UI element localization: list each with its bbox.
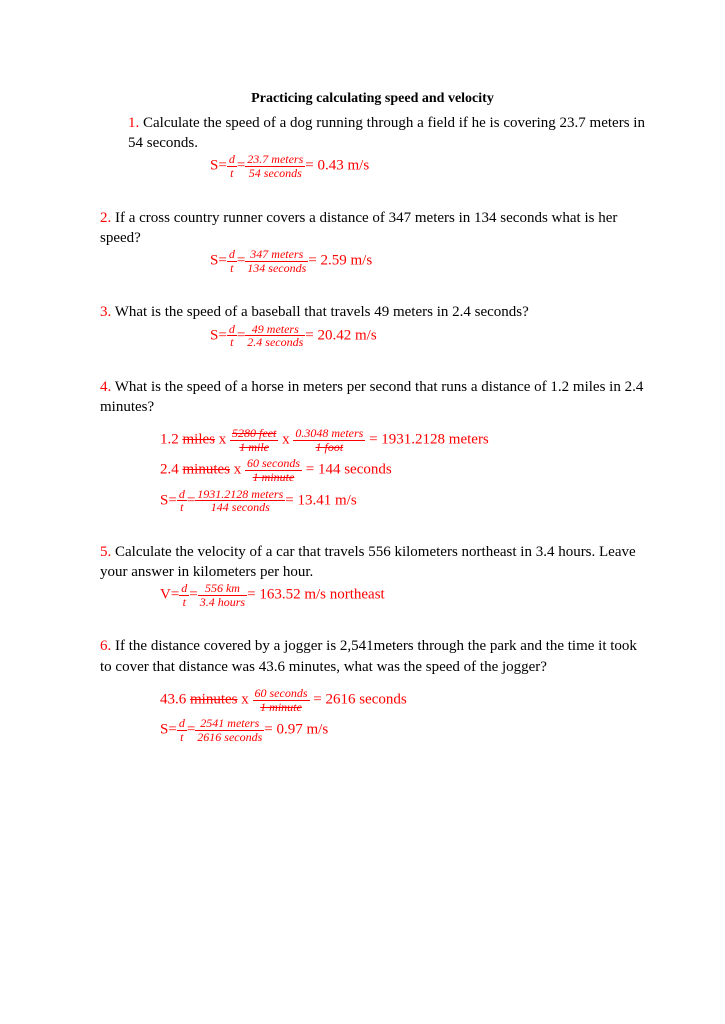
fraction: dt <box>227 248 237 274</box>
sol-prefix: V= <box>160 587 179 603</box>
sol-prefix: S= <box>210 327 227 343</box>
eq: = <box>187 492 195 508</box>
x: x <box>238 691 253 707</box>
sol-prefix: S= <box>210 253 227 269</box>
eq: = <box>237 158 245 174</box>
problem-2: 2. If a cross country runner covers a di… <box>100 208 645 275</box>
problem-6-text-span: If the distance covered by a jogger is 2… <box>100 638 637 674</box>
result: = 20.42 m/s <box>305 327 376 343</box>
strike-minutes: minutes <box>183 462 231 478</box>
sol-prefix: S= <box>210 158 227 174</box>
fraction: 60 seconds1 minute <box>253 687 310 713</box>
fraction: 2541 meters2616 seconds <box>195 717 264 743</box>
result: = 163.52 m/s northeast <box>247 587 385 603</box>
sol-prefix: S= <box>160 722 177 738</box>
result: = 0.97 m/s <box>264 722 328 738</box>
problem-2-text-span: If a cross country runner covers a dista… <box>100 210 617 246</box>
pre: 2.4 <box>160 462 183 478</box>
problem-4-conv1: 1.2 miles x 5280 feet1 mile x 0.3048 met… <box>100 427 645 453</box>
fraction: 49 meters2.4 seconds <box>245 323 305 349</box>
fraction: 556 km3.4 hours <box>198 582 247 608</box>
problem-6: 6. If the distance covered by a jogger i… <box>100 636 645 743</box>
problem-4-text-span: What is the speed of a horse in meters p… <box>100 379 643 415</box>
eq: = <box>187 722 195 738</box>
problem-4-number: 4. <box>100 379 111 395</box>
result: = 0.43 m/s <box>305 158 369 174</box>
res: = 2616 seconds <box>310 691 407 707</box>
problem-3-number: 3. <box>100 304 111 320</box>
problem-5-text: 5. Calculate the velocity of a car that … <box>100 542 645 583</box>
eq: = <box>189 587 197 603</box>
problem-5-text-span: Calculate the velocity of a car that tra… <box>100 544 636 580</box>
problem-1: 1. Calculate the speed of a dog running … <box>100 113 645 180</box>
problem-2-solution: S=dt=347 meters134 seconds= 2.59 m/s <box>100 248 645 274</box>
problem-3-solution: S=dt=49 meters2.4 seconds= 20.42 m/s <box>100 323 645 349</box>
problem-5: 5. Calculate the velocity of a car that … <box>100 542 645 609</box>
problem-3-text: 3. What is the speed of a baseball that … <box>100 302 645 322</box>
eq: = <box>237 327 245 343</box>
x: x <box>278 432 293 448</box>
fraction: dt <box>227 153 237 179</box>
problem-3-text-span: What is the speed of a baseball that tra… <box>115 304 529 320</box>
fraction: 5280 feet1 mile <box>230 427 278 453</box>
problem-2-number: 2. <box>100 210 111 226</box>
result: = 2.59 m/s <box>308 253 372 269</box>
fraction: 1931.2128 meters144 seconds <box>195 488 285 514</box>
fraction: dt <box>177 717 187 743</box>
problem-6-speed: S=dt=2541 meters2616 seconds= 0.97 m/s <box>100 717 645 743</box>
fraction: 60 seconds1 minute <box>245 457 302 483</box>
problem-4-text: 4. What is the speed of a horse in meter… <box>100 377 645 418</box>
problem-5-solution: V=dt=556 km3.4 hours= 163.52 m/s northea… <box>100 582 645 608</box>
problem-1-text: Calculate the speed of a dog running thr… <box>128 115 645 151</box>
problem-4-conv2: 2.4 minutes x 60 seconds1 minute = 144 s… <box>100 457 645 483</box>
fraction: dt <box>179 582 189 608</box>
x: x <box>230 462 245 478</box>
res: = 144 seconds <box>302 462 392 478</box>
fraction: 23.7 meters54 seconds <box>245 153 305 179</box>
problem-2-text: 2. If a cross country runner covers a di… <box>100 208 645 249</box>
page-title: Practicing calculating speed and velocit… <box>100 90 645 109</box>
problem-1-solution: S=dt=23.7 meters54 seconds= 0.43 m/s <box>100 153 645 179</box>
pre: 43.6 <box>160 691 190 707</box>
sol-prefix: S= <box>160 492 177 508</box>
eq: = <box>237 253 245 269</box>
problem-6-conv: 43.6 minutes x 60 seconds1 minute = 2616… <box>100 687 645 713</box>
worksheet-page: Practicing calculating speed and velocit… <box>0 0 725 811</box>
strike-miles: miles <box>183 432 216 448</box>
fraction: dt <box>177 488 187 514</box>
problem-4-speed: S=dt=1931.2128 meters144 seconds= 13.41 … <box>100 488 645 514</box>
res: = 1931.2128 meters <box>365 432 488 448</box>
problem-6-text: 6. If the distance covered by a jogger i… <box>100 636 645 677</box>
fraction: dt <box>227 323 237 349</box>
problem-3: 3. What is the speed of a baseball that … <box>100 302 645 348</box>
pre: 1.2 <box>160 432 183 448</box>
problem-1-number: 1. <box>128 115 139 131</box>
fraction: 0.3048 meters1 foot <box>293 427 365 453</box>
result: = 13.41 m/s <box>285 492 356 508</box>
problem-6-number: 6. <box>100 638 111 654</box>
fraction: 347 meters134 seconds <box>245 248 308 274</box>
problem-5-number: 5. <box>100 544 111 560</box>
problem-1-text-line1: 1. Calculate the speed of a dog running … <box>100 113 645 154</box>
x: x <box>215 432 230 448</box>
problem-4: 4. What is the speed of a horse in meter… <box>100 377 645 514</box>
strike-minutes: minutes <box>190 691 238 707</box>
